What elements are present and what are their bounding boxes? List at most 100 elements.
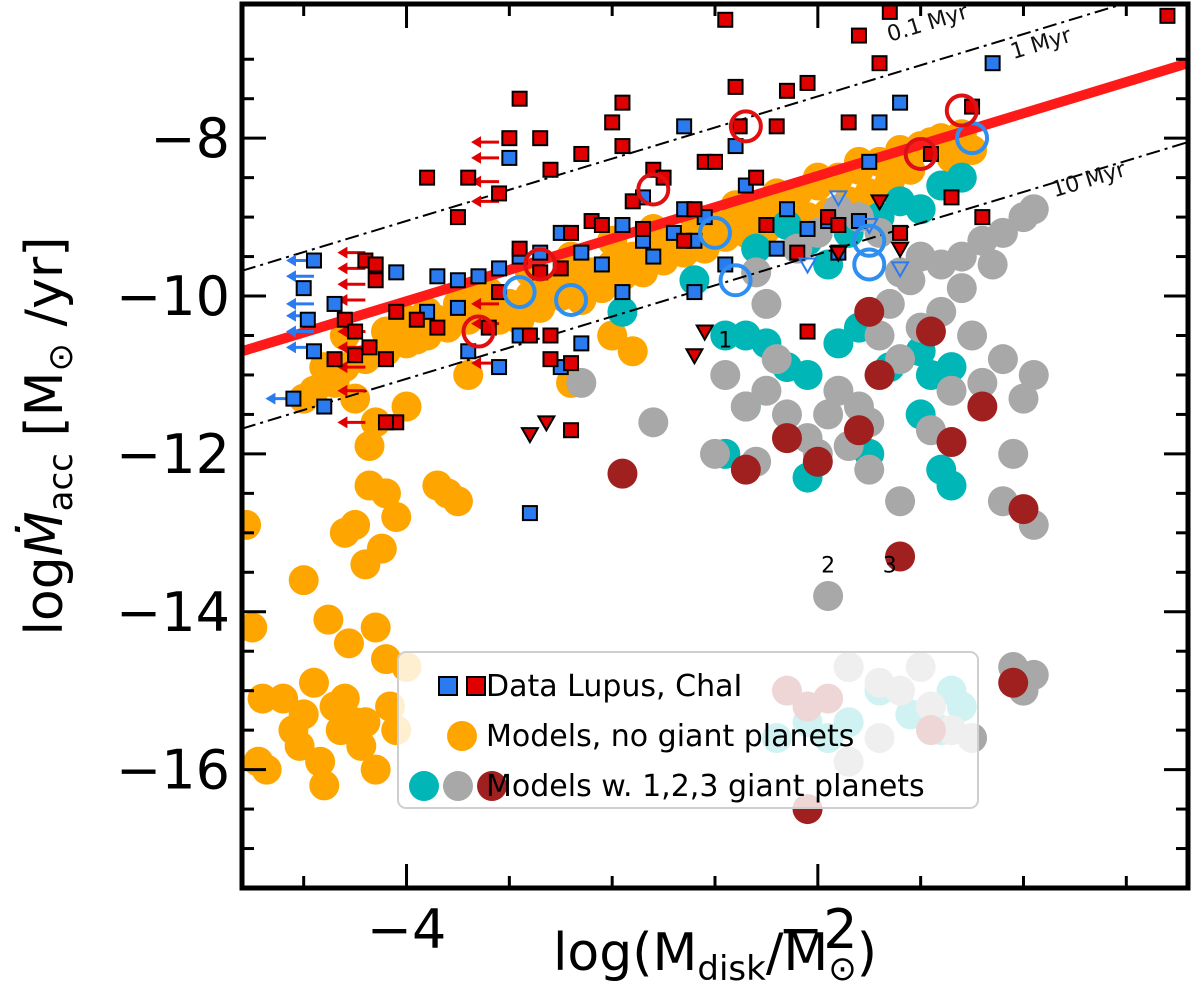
model-point-gray: [905, 241, 936, 272]
data-point-blue: [593, 256, 610, 273]
isochrone-label: 1 Myr: [1008, 23, 1076, 65]
model-point-orange: [360, 754, 391, 785]
model-point-gray: [771, 399, 802, 430]
model-point-gray: [1018, 359, 1049, 390]
data-point-blue: [429, 268, 446, 285]
data-point-red: [367, 272, 384, 289]
limit-arrow-head: [285, 325, 296, 338]
model-point-orange: [453, 359, 484, 390]
model-point-gray: [741, 257, 772, 288]
limit-arrow-head: [337, 262, 348, 275]
y-tick-label: −12: [116, 423, 230, 486]
data-point-blue: [645, 248, 662, 265]
model-point-teal: [792, 359, 823, 390]
data-point-red: [336, 311, 353, 328]
model-point-teal: [607, 296, 638, 327]
model-point-orange: [242, 509, 262, 540]
data-point-blue: [778, 201, 795, 218]
limit-arrow-head: [471, 357, 482, 370]
data-point-blue: [491, 359, 508, 376]
x-tick-label: −2: [778, 898, 858, 961]
data-point-blue: [316, 398, 333, 415]
model-point-gray: [987, 344, 1018, 375]
data-point-red: [778, 82, 795, 99]
y-axis-title-part: [M: [15, 371, 75, 453]
legend-label: Data Lupus, ChaI: [486, 669, 742, 704]
model-point-gray: [977, 249, 1008, 280]
data-point-red: [347, 347, 364, 364]
limit-arrow-head: [471, 151, 482, 164]
model-point-orange: [251, 754, 282, 785]
upper-limit-triangle: [694, 324, 715, 342]
data-point-red: [419, 169, 436, 186]
model-point-gray: [566, 367, 597, 398]
upper-limit-triangle: [828, 190, 849, 208]
data-point-blue: [299, 311, 316, 328]
data-point-red: [542, 327, 559, 344]
data-point-blue: [521, 505, 538, 522]
legend-symbol-teal: [409, 771, 439, 801]
limit-arrow-head: [471, 297, 482, 310]
model-point-gray: [987, 217, 1018, 248]
data-point-red: [850, 27, 867, 44]
data-point-red: [532, 130, 549, 147]
data-point-blue: [799, 220, 816, 237]
model-point-gray: [761, 344, 792, 375]
upper-limit-triangle: [890, 241, 910, 259]
data-point-red: [707, 153, 723, 170]
model-point-gray: [1008, 383, 1039, 414]
data-point-red: [1159, 7, 1176, 24]
data-point-red: [563, 224, 580, 241]
model-point-orange: [329, 683, 360, 714]
model-point-gray: [967, 367, 998, 398]
fit-line: [242, 58, 1188, 357]
model-point-orange: [333, 628, 364, 659]
limit-arrow-head: [337, 246, 348, 259]
highlight-ring: [728, 109, 763, 144]
model-point-gray: [823, 375, 854, 406]
data-point-red: [347, 323, 364, 340]
model-point-darkred: [915, 316, 946, 347]
y-axis-title: logṀacc [M⊙ /yr]: [14, 236, 81, 635]
legend-symbol-red: [466, 676, 486, 696]
y-tick-label: −10: [116, 265, 230, 328]
limit-arrow-head: [337, 416, 348, 429]
y-tick-label: −8: [150, 107, 230, 170]
legend: Data Lupus, ChaI Models, no giant planets…: [397, 651, 979, 809]
upper-limit-triangle: [869, 194, 890, 212]
highlight-ring: [718, 263, 753, 298]
model-point-gray: [638, 407, 669, 438]
data-point-blue: [305, 343, 322, 360]
legend-symbol-darkred: [477, 771, 507, 801]
data-point-red: [830, 217, 847, 233]
model-point-gray: [1018, 194, 1049, 225]
data-point-red: [974, 209, 991, 226]
model-point-gray: [885, 344, 916, 375]
observed-points-layer: 1 2 3: [265, 4, 1176, 578]
model-point-orange: [305, 746, 336, 777]
data-point-blue: [861, 153, 878, 170]
data-point-blue: [892, 94, 909, 111]
planet-count-label: 1: [718, 328, 732, 353]
model-point-darkred: [936, 427, 967, 458]
highlight-ring: [523, 247, 558, 282]
limit-arrow-head: [471, 317, 482, 330]
data-point-red: [768, 118, 785, 135]
model-point-orange: [391, 391, 422, 422]
planet-count-label: 2: [821, 553, 835, 578]
data-point-red: [449, 209, 466, 226]
x-axis-title-part: /M: [766, 923, 828, 983]
y-axis-title-part: Ṁ: [14, 511, 75, 556]
data-point-red: [573, 145, 590, 162]
model-point-orange: [597, 320, 628, 351]
model-point-gray: [813, 399, 844, 430]
model-point-orange: [242, 612, 268, 643]
model-point-gray: [700, 438, 730, 469]
data-point-red: [501, 130, 518, 147]
model-point-gray: [936, 375, 967, 406]
data-point-red: [593, 217, 610, 233]
model-point-gray: [710, 359, 741, 390]
data-point-blue: [326, 295, 343, 312]
highlight-ring: [903, 136, 938, 171]
model-point-orange: [346, 730, 377, 761]
